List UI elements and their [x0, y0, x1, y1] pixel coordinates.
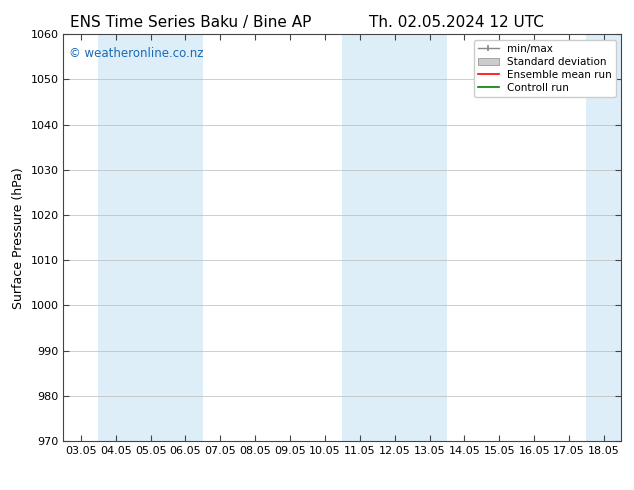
Text: Th. 02.05.2024 12 UTC: Th. 02.05.2024 12 UTC	[369, 15, 544, 30]
Bar	[586, 34, 621, 441]
Text: ENS Time Series Baku / Bine AP: ENS Time Series Baku / Bine AP	[70, 15, 311, 30]
Text: © weatheronline.co.nz: © weatheronline.co.nz	[69, 47, 204, 59]
Y-axis label: Surface Pressure (hPa): Surface Pressure (hPa)	[12, 167, 25, 309]
Bar	[98, 34, 203, 441]
Legend: min/max, Standard deviation, Ensemble mean run, Controll run: min/max, Standard deviation, Ensemble me…	[474, 40, 616, 97]
Bar	[342, 34, 447, 441]
